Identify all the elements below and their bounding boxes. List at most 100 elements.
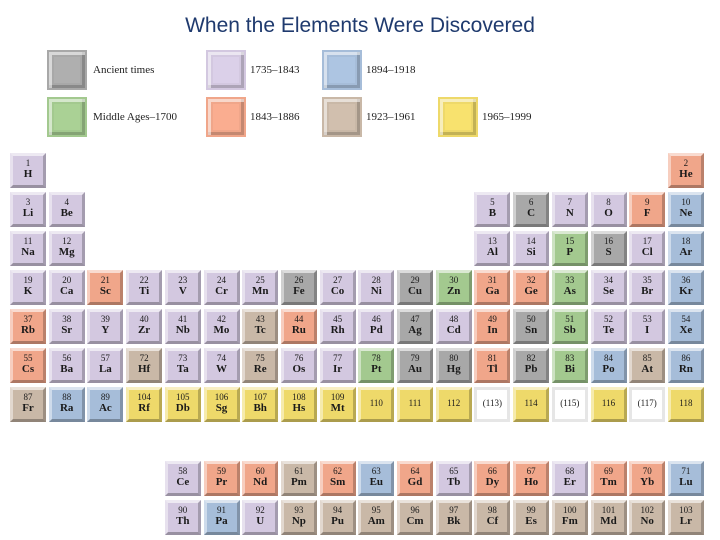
atomic-number: 94 (333, 505, 343, 515)
element-cell-61: 61 Pm (280, 461, 317, 496)
element-symbol: Ti (138, 285, 150, 297)
element-cell-20: 20 Ca (48, 270, 85, 305)
element-cell-18: 18 Ar (667, 231, 704, 266)
element-symbol: Al (486, 246, 498, 258)
element-symbol: Rn (678, 363, 693, 375)
atomic-number: 112 (447, 398, 461, 408)
atomic-number: 50 (526, 314, 536, 324)
element-symbol: Cd (446, 324, 461, 336)
element-cell-60: 60 Nd (242, 461, 279, 496)
element-cell-48: 48 Cd (435, 309, 472, 344)
element-cell-45: 45 Rh (319, 309, 356, 344)
element-symbol: Am (367, 515, 385, 527)
element-symbol: Ho (524, 476, 539, 488)
atomic-number: 82 (526, 353, 536, 363)
atomic-number: 29 (410, 275, 420, 285)
element-cell-112: 112 (435, 387, 472, 422)
atomic-number: 7 (567, 197, 573, 207)
element-symbol: Zn (446, 285, 461, 297)
element-cell-12: 12 Mg (48, 231, 85, 266)
element-cell-49: 49 In (474, 309, 511, 344)
element-symbol: Na (21, 246, 35, 258)
element-symbol: Ta (176, 363, 189, 375)
element-symbol: Ir (333, 363, 343, 375)
element-symbol: Yb (640, 476, 655, 488)
atomic-number: 32 (526, 275, 536, 285)
element-symbol: In (487, 324, 498, 336)
atomic-number: 15 (565, 236, 575, 246)
element-symbol: Ga (485, 285, 500, 297)
atomic-number: 36 (681, 275, 691, 285)
element-symbol: He (679, 168, 693, 180)
legend-label-ancient: Ancient times (93, 64, 155, 76)
element-cell-46: 46 Pd (358, 309, 395, 344)
atomic-number: 103 (679, 505, 693, 515)
atomic-number: 75 (255, 353, 265, 363)
atomic-number: 80 (449, 353, 459, 363)
atomic-number: 22 (139, 275, 149, 285)
atomic-number: 89 (100, 392, 110, 402)
atomic-number: 61 (294, 466, 304, 476)
element-symbol: Fm (561, 515, 578, 527)
atomic-number: 2 (683, 158, 689, 168)
atomic-number: 84 (604, 353, 613, 363)
element-symbol: Zr (137, 324, 151, 336)
atomic-number: 111 (408, 398, 422, 408)
element-cell-32: 32 Ge (513, 270, 550, 305)
atomic-number: 51 (565, 314, 575, 324)
atomic-number: 52 (604, 314, 613, 324)
legend-label-p1735: 1735–1843 (250, 64, 300, 76)
element-symbol: At (641, 363, 653, 375)
element-cell-69: 69 Tm (590, 461, 627, 496)
element-cell-40: 40 Zr (126, 309, 163, 344)
atomic-number: 88 (62, 392, 72, 402)
atomic-number: 41 (178, 314, 188, 324)
element-cell-94: 94 Pu (319, 500, 356, 535)
atomic-number: 30 (449, 275, 459, 285)
element-symbol: Hs (292, 402, 306, 414)
element-symbol: Rb (20, 324, 36, 336)
element-symbol: Sm (329, 476, 346, 488)
legend-label-p1843: 1843–1886 (250, 111, 300, 123)
element-cell-114: 114 (513, 387, 550, 422)
legend-label-p1923: 1923–1961 (366, 111, 416, 123)
element-symbol: Md (600, 515, 617, 527)
element-symbol: S (605, 246, 612, 258)
element-cell-52: 52 Te (590, 309, 627, 344)
element-cell-28: 28 Ni (358, 270, 395, 305)
element-cell-35: 35 Br (629, 270, 666, 305)
atomic-number: 53 (642, 314, 652, 324)
atomic-number: 118 (679, 398, 693, 408)
element-symbol: Au (407, 363, 423, 375)
atomic-number: 116 (601, 398, 616, 408)
atomic-number: 27 (333, 275, 343, 285)
element-cell-33: 33 As (551, 270, 588, 305)
atomic-number: 23 (178, 275, 188, 285)
element-cell-71: 71 Lu (667, 461, 704, 496)
element-cell-70: 70 Yb (629, 461, 666, 496)
element-cell-101: 101 Md (590, 500, 627, 535)
element-cell-26: 26 Fe (280, 270, 317, 305)
element-symbol: O (604, 207, 613, 219)
element-cell-41: 41 Nb (164, 309, 201, 344)
atomic-number: 78 (371, 353, 381, 363)
element-cell-72: 72 Hf (126, 348, 163, 383)
legend-swatch-p1965 (438, 97, 478, 137)
atomic-number: 4 (64, 197, 69, 207)
element-cell-97: 97 Bk (435, 500, 472, 535)
element-symbol: Mn (251, 285, 269, 297)
element-symbol: Po (602, 363, 615, 375)
atomic-number: 93 (294, 505, 304, 515)
element-symbol: Ba (60, 363, 74, 375)
atomic-number: 8 (606, 197, 611, 207)
element-symbol: Nb (175, 324, 190, 336)
atomic-number: 59 (217, 466, 226, 476)
element-cell-31: 31 Ga (474, 270, 511, 305)
element-symbol: Sc (99, 285, 111, 297)
element-cell-99: 99 Es (513, 500, 550, 535)
element-symbol: Cm (406, 515, 424, 527)
